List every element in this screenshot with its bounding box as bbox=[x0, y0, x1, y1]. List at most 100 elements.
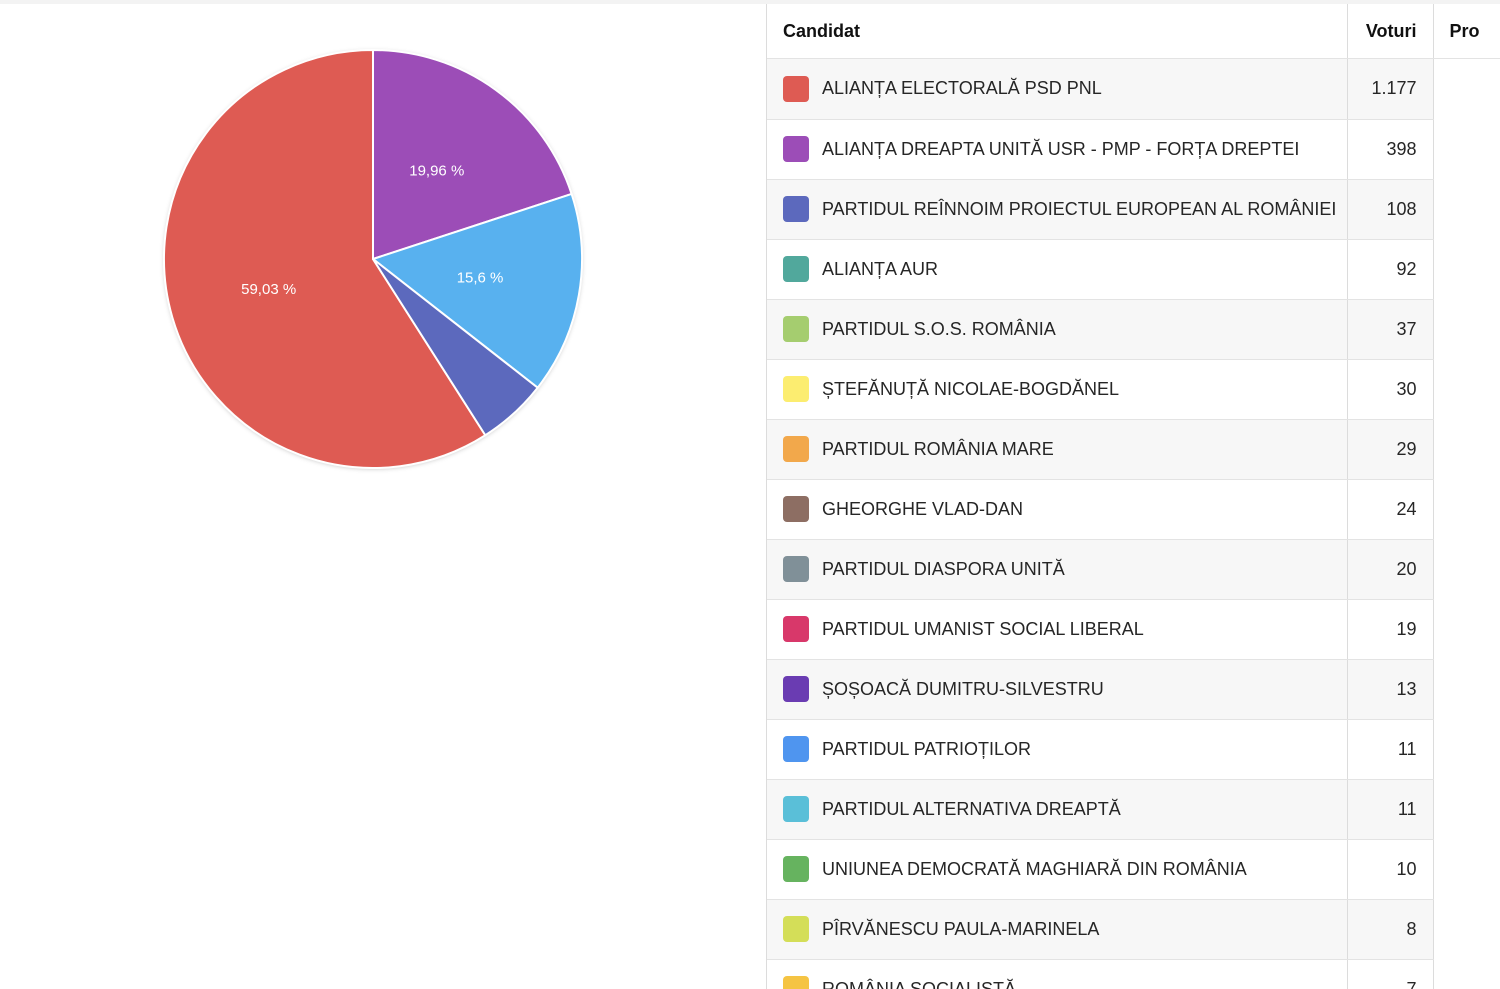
candidate-cell: PÎRVĂNESCU PAULA-MARINELA bbox=[767, 899, 1347, 960]
top-divider bbox=[0, 0, 1500, 4]
percent-cell bbox=[1432, 119, 1500, 179]
legend-color-swatch[interactable] bbox=[783, 676, 809, 702]
legend-color-swatch[interactable] bbox=[783, 376, 809, 402]
candidate-name-wrap: ROMÂNIA SOCIALISTĂ bbox=[783, 976, 1331, 989]
candidate-name: ALIANȚA AUR bbox=[822, 258, 939, 279]
candidate-name-wrap: ȘOȘOACĂ DUMITRU-SILVESTRU bbox=[783, 676, 1331, 702]
table-row[interactable]: ALIANȚA AUR 92 bbox=[767, 239, 1500, 300]
candidate-name-wrap: GHEORGHE VLAD-DAN bbox=[783, 496, 1331, 522]
table-row[interactable]: ROMÂNIA SOCIALISTĂ 7 bbox=[767, 959, 1500, 989]
candidate-cell: ȘOȘOACĂ DUMITRU-SILVESTRU bbox=[767, 659, 1347, 720]
candidate-name: PARTIDUL DIASPORA UNITĂ bbox=[822, 558, 1065, 579]
table-row[interactable]: ȘTEFĂNUȚĂ NICOLAE-BOGDĂNEL 30 bbox=[767, 359, 1500, 420]
candidate-name-wrap: PARTIDUL ROMÂNIA MARE bbox=[783, 436, 1331, 462]
percent-cell bbox=[1432, 179, 1500, 239]
candidate-cell: PARTIDUL DIASPORA UNITĂ bbox=[767, 539, 1347, 600]
candidate-name: ȘTEFĂNUȚĂ NICOLAE-BOGDĂNEL bbox=[822, 378, 1120, 399]
table-row[interactable]: ȘOȘOACĂ DUMITRU-SILVESTRU 13 bbox=[767, 659, 1500, 720]
pie-slice-label: 15,6 % bbox=[457, 269, 504, 286]
legend-color-swatch[interactable] bbox=[783, 256, 809, 282]
pie-slice-2[interactable] bbox=[372, 49, 573, 260]
votes-cell: 19 bbox=[1346, 599, 1433, 660]
pie-slice-1[interactable] bbox=[163, 49, 487, 469]
table-row[interactable]: PARTIDUL ALTERNATIVA DREAPTĂ 11 bbox=[767, 779, 1500, 840]
pie-slice-label: 19,96 % bbox=[409, 162, 464, 179]
candidate-name: PARTIDUL PATRIOȚILOR bbox=[822, 738, 1032, 759]
votes-cell: 10 bbox=[1346, 839, 1433, 900]
pie-chart: 59,03 % 19,96 % 15,6 % bbox=[163, 49, 583, 469]
votes-cell: 11 bbox=[1346, 779, 1433, 840]
votes-cell: 7 bbox=[1346, 959, 1433, 989]
candidate-cell: PARTIDUL PATRIOȚILOR bbox=[767, 719, 1347, 780]
percent-cell bbox=[1432, 299, 1500, 359]
header-votes[interactable]: Voturi bbox=[1346, 4, 1433, 59]
pie-slice-label: 59,03 % bbox=[241, 281, 296, 298]
table-row[interactable]: GHEORGHE VLAD-DAN 24 bbox=[767, 479, 1500, 540]
legend-color-swatch[interactable] bbox=[783, 316, 809, 342]
candidate-name-wrap: PARTIDUL S.O.S. ROMÂNIA bbox=[783, 316, 1331, 342]
candidate-cell: ALIANȚA ELECTORALĂ PSD PNL bbox=[767, 58, 1347, 120]
candidate-cell: ALIANȚA DREAPTA UNITĂ USR - PMP - FORȚA … bbox=[767, 119, 1347, 180]
candidate-cell: UNIUNEA DEMOCRATĂ MAGHIARĂ DIN ROMÂNIA bbox=[767, 839, 1347, 900]
percent-cell bbox=[1432, 539, 1500, 599]
legend-color-swatch[interactable] bbox=[783, 75, 809, 102]
legend-color-swatch[interactable] bbox=[783, 856, 809, 882]
legend-color-swatch[interactable] bbox=[783, 496, 809, 522]
candidate-name: PARTIDUL UMANIST SOCIAL LIBERAL bbox=[822, 618, 1144, 639]
votes-cell: 37 bbox=[1346, 299, 1433, 360]
percent-cell bbox=[1432, 359, 1500, 419]
candidate-name-wrap: PARTIDUL ALTERNATIVA DREAPTĂ bbox=[783, 796, 1331, 822]
legend-color-swatch[interactable] bbox=[783, 556, 809, 582]
legend-color-swatch[interactable] bbox=[783, 616, 809, 642]
pie-slice-4[interactable] bbox=[372, 258, 539, 437]
candidate-name-wrap: ALIANȚA ELECTORALĂ PSD PNL bbox=[783, 75, 1331, 102]
candidate-name: PARTIDUL S.O.S. ROMÂNIA bbox=[822, 318, 1056, 339]
table-row[interactable]: PARTIDUL UMANIST SOCIAL LIBERAL 19 bbox=[767, 599, 1500, 660]
candidate-name-wrap: ALIANȚA DREAPTA UNITĂ USR - PMP - FORȚA … bbox=[783, 136, 1331, 162]
percent-cell bbox=[1432, 599, 1500, 659]
pie-chart-area: 59,03 % 19,96 % 15,6 % bbox=[163, 49, 583, 469]
legend-color-swatch[interactable] bbox=[783, 796, 809, 822]
candidate-name-wrap: ȘTEFĂNUȚĂ NICOLAE-BOGDĂNEL bbox=[783, 376, 1331, 402]
percent-cell bbox=[1432, 419, 1500, 479]
legend-color-swatch[interactable] bbox=[783, 196, 809, 222]
percent-cell bbox=[1432, 779, 1500, 839]
table-row[interactable]: ALIANȚA ELECTORALĂ PSD PNL 1.177 bbox=[767, 58, 1500, 120]
table-row[interactable]: ALIANȚA DREAPTA UNITĂ USR - PMP - FORȚA … bbox=[767, 119, 1500, 180]
candidate-name: ROMÂNIA SOCIALISTĂ bbox=[822, 978, 1017, 989]
candidate-name: PARTIDUL ALTERNATIVA DREAPTĂ bbox=[822, 798, 1121, 819]
votes-cell: 24 bbox=[1346, 479, 1433, 540]
table-row[interactable]: PARTIDUL PATRIOȚILOR 11 bbox=[767, 719, 1500, 780]
table-row[interactable]: UNIUNEA DEMOCRATĂ MAGHIARĂ DIN ROMÂNIA 10 bbox=[767, 839, 1500, 900]
candidate-cell: GHEORGHE VLAD-DAN bbox=[767, 479, 1347, 540]
candidate-cell: PARTIDUL ROMÂNIA MARE bbox=[767, 419, 1347, 480]
votes-cell: 11 bbox=[1346, 719, 1433, 780]
table-row[interactable]: PARTIDUL ROMÂNIA MARE 29 bbox=[767, 419, 1500, 480]
header-percent[interactable]: Pro bbox=[1432, 4, 1500, 59]
candidate-name-wrap: UNIUNEA DEMOCRATĂ MAGHIARĂ DIN ROMÂNIA bbox=[783, 856, 1331, 882]
table-row[interactable]: PÎRVĂNESCU PAULA-MARINELA 8 bbox=[767, 899, 1500, 960]
candidate-name-wrap: ALIANȚA AUR bbox=[783, 256, 1331, 282]
results-table-container[interactable]: Candidat Voturi Pro ALIANȚA ELECTORALĂ P… bbox=[766, 4, 1500, 989]
candidate-name-wrap: PARTIDUL PATRIOȚILOR bbox=[783, 736, 1331, 762]
candidate-cell: ROMÂNIA SOCIALISTĂ bbox=[767, 959, 1347, 989]
table-row[interactable]: PARTIDUL S.O.S. ROMÂNIA 37 bbox=[767, 299, 1500, 360]
candidate-cell: ȘTEFĂNUȚĂ NICOLAE-BOGDĂNEL bbox=[767, 359, 1347, 420]
legend-color-swatch[interactable] bbox=[783, 136, 809, 162]
votes-cell: 1.177 bbox=[1346, 58, 1433, 120]
legend-color-swatch[interactable] bbox=[783, 736, 809, 762]
candidate-name: GHEORGHE VLAD-DAN bbox=[822, 498, 1024, 519]
candidate-name-wrap: PARTIDUL UMANIST SOCIAL LIBERAL bbox=[783, 616, 1331, 642]
percent-cell bbox=[1432, 839, 1500, 899]
legend-color-swatch[interactable] bbox=[783, 436, 809, 462]
table-row[interactable]: PARTIDUL DIASPORA UNITĂ 20 bbox=[767, 539, 1500, 600]
votes-cell: 92 bbox=[1346, 239, 1433, 300]
candidate-name-wrap: PARTIDUL REÎNNOIM PROIECTUL EUROPEAN AL … bbox=[783, 196, 1336, 222]
legend-color-swatch[interactable] bbox=[783, 976, 809, 989]
pie-slice-3[interactable] bbox=[372, 192, 583, 389]
table-row[interactable]: PARTIDUL REÎNNOIM PROIECTUL EUROPEAN AL … bbox=[767, 179, 1500, 240]
votes-cell: 108 bbox=[1346, 179, 1433, 240]
candidate-name: PARTIDUL REÎNNOIM PROIECTUL EUROPEAN AL … bbox=[822, 198, 1337, 219]
header-candidate[interactable]: Candidat bbox=[767, 4, 1347, 59]
legend-color-swatch[interactable] bbox=[783, 916, 809, 942]
